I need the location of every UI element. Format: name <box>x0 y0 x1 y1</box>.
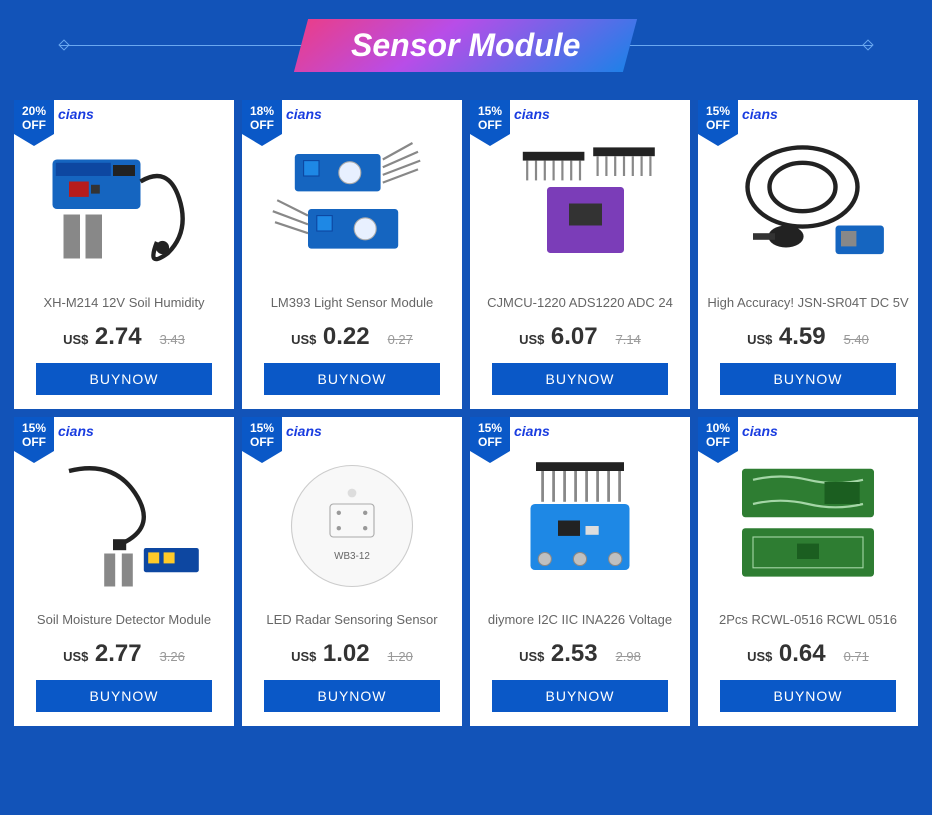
product-title: Soil Moisture Detector Module <box>22 612 226 630</box>
price: 6.07 <box>551 323 598 350</box>
banner-decor <box>58 39 69 50</box>
discount-badge: 15%OFF <box>470 100 510 146</box>
price-row: US$ 2.74 3.43 <box>63 323 185 351</box>
product-title: CJMCU-1220 ADS1220 ADC 24 <box>478 295 682 313</box>
buy-button[interactable]: BUYNOW <box>264 363 440 395</box>
buy-button[interactable]: BUYNOW <box>264 680 440 712</box>
product-title: LED Radar Sensoring Sensor <box>250 612 454 630</box>
banner-title: Sensor Module <box>294 19 638 72</box>
brand-text: cians <box>58 106 94 122</box>
product-card[interactable]: 15%OFF cians WB3-12 LED Radar Sensoring … <box>242 417 462 726</box>
price-row: US$ 2.53 2.98 <box>519 640 641 668</box>
price-row: US$ 1.02 1.20 <box>291 640 413 668</box>
buy-button[interactable]: BUYNOW <box>720 363 896 395</box>
price-row: US$ 4.59 5.40 <box>747 323 869 351</box>
buy-button[interactable]: BUYNOW <box>720 680 896 712</box>
old-price: 0.71 <box>844 649 869 664</box>
old-price: 0.27 <box>388 332 413 347</box>
discount-badge: 15%OFF <box>14 417 54 463</box>
price: 4.59 <box>779 323 826 350</box>
price: 1.02 <box>323 640 370 667</box>
brand-text: cians <box>286 106 322 122</box>
old-price: 3.26 <box>160 649 185 664</box>
buy-button[interactable]: BUYNOW <box>36 680 212 712</box>
brand-text: cians <box>58 423 94 439</box>
old-price: 3.43 <box>160 332 185 347</box>
banner-decor <box>862 39 873 50</box>
discount-badge: 15%OFF <box>698 100 738 146</box>
price-row: US$ 0.64 0.71 <box>747 640 869 668</box>
price: 2.53 <box>551 640 598 667</box>
discount-badge: 15%OFF <box>242 417 282 463</box>
price-row: US$ 0.22 0.27 <box>291 323 413 351</box>
buy-button[interactable]: BUYNOW <box>492 680 668 712</box>
product-title: High Accuracy! JSN-SR04T DC 5V <box>706 295 910 313</box>
brand-text: cians <box>286 423 322 439</box>
discount-badge: 18%OFF <box>242 100 282 146</box>
price: 0.22 <box>323 323 370 350</box>
svg-text:WB3-12: WB3-12 <box>334 551 370 562</box>
brand-text: cians <box>742 423 778 439</box>
old-price: 2.98 <box>616 649 641 664</box>
discount-badge: 20%OFF <box>14 100 54 146</box>
old-price: 7.14 <box>616 332 641 347</box>
price: 2.77 <box>95 640 142 667</box>
product-card[interactable]: 15%OFF cians High Accuracy! JSN-SR04T DC… <box>698 100 918 409</box>
discount-badge: 10%OFF <box>698 417 738 463</box>
brand-text: cians <box>514 423 550 439</box>
price: 0.64 <box>779 640 826 667</box>
old-price: 1.20 <box>388 649 413 664</box>
product-card[interactable]: 15%OFF cians Soil Moisture Detector Modu… <box>14 417 234 726</box>
brand-text: cians <box>742 106 778 122</box>
buy-button[interactable]: BUYNOW <box>36 363 212 395</box>
section-banner: Sensor Module <box>0 0 932 90</box>
product-grid: 20%OFF cians XH-M214 12V Soil Humidity U… <box>0 90 932 744</box>
product-card[interactable]: 15%OFF cians diymore I2C IIC INA226 Volt… <box>470 417 690 726</box>
price-row: US$ 2.77 3.26 <box>63 640 185 668</box>
product-title: diymore I2C IIC INA226 Voltage <box>478 612 682 630</box>
product-card[interactable]: 15%OFF cians CJMCU-1220 ADS1220 ADC 24 U… <box>470 100 690 409</box>
price: 2.74 <box>95 323 142 350</box>
product-title: LM393 Light Sensor Module <box>250 295 454 313</box>
buy-button[interactable]: BUYNOW <box>492 363 668 395</box>
product-title: XH-M214 12V Soil Humidity <box>22 295 226 313</box>
product-card[interactable]: 20%OFF cians XH-M214 12V Soil Humidity U… <box>14 100 234 409</box>
product-card[interactable]: 18%OFF cians LM393 Light Sensor Module U… <box>242 100 462 409</box>
product-title: 2Pcs RCWL-0516 RCWL 0516 <box>706 612 910 630</box>
brand-text: cians <box>514 106 550 122</box>
discount-badge: 15%OFF <box>470 417 510 463</box>
old-price: 5.40 <box>844 332 869 347</box>
product-card[interactable]: 10%OFF cians 2Pcs RCWL-0516 RCWL 0516 US… <box>698 417 918 726</box>
price-row: US$ 6.07 7.14 <box>519 323 641 351</box>
